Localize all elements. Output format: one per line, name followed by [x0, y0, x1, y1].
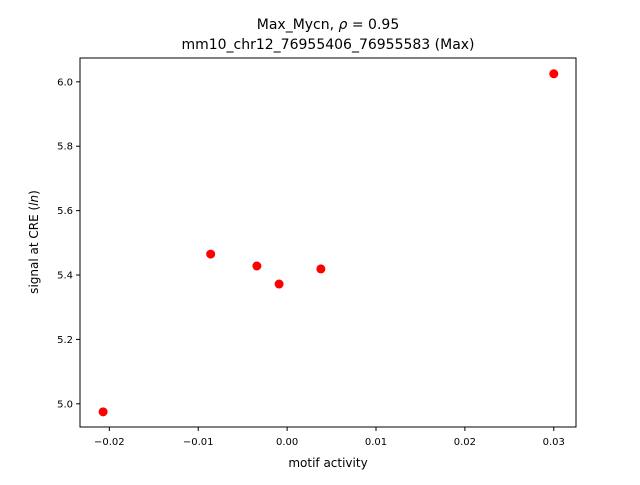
- x-tick-label: 0.02: [454, 437, 476, 448]
- y-tick-label: 5.4: [57, 271, 73, 282]
- data-point: [98, 407, 108, 417]
- chart-title-line-1: Max_Mycn, ρ = 0.95: [257, 17, 399, 33]
- x-tick-label: 0.00: [276, 437, 298, 448]
- y-tick-label: 5.8: [57, 142, 73, 153]
- data-point: [316, 264, 326, 274]
- y-tick-label: 5.2: [57, 335, 73, 346]
- x-axis-label: motif activity: [288, 456, 367, 470]
- data-point: [252, 261, 262, 271]
- y-tick-label: 5.0: [57, 399, 73, 410]
- plot-area-frame: [79, 57, 577, 428]
- x-tick-label: 0.03: [543, 437, 565, 448]
- y-tick-label: 6.0: [57, 77, 73, 88]
- data-point: [206, 249, 216, 259]
- axis-ticks: −0.02 −0.01 0.00 0.01 0.02 0.03 5.0 5.2 5.4 5.6 5.…: [57, 77, 565, 448]
- x-tick-label: −0.01: [183, 437, 214, 448]
- data-point: [274, 279, 284, 289]
- x-tick-label: 0.01: [365, 437, 387, 448]
- x-tick-label: −0.02: [94, 437, 125, 448]
- chart-title-line-2: mm10_chr12_76955406_76955583 (Max): [181, 37, 474, 53]
- data-point: [549, 69, 559, 79]
- y-tick-label: 5.6: [57, 206, 73, 217]
- data-points: [98, 69, 559, 417]
- y-axis-label: signal at CRE (ln): [27, 190, 41, 294]
